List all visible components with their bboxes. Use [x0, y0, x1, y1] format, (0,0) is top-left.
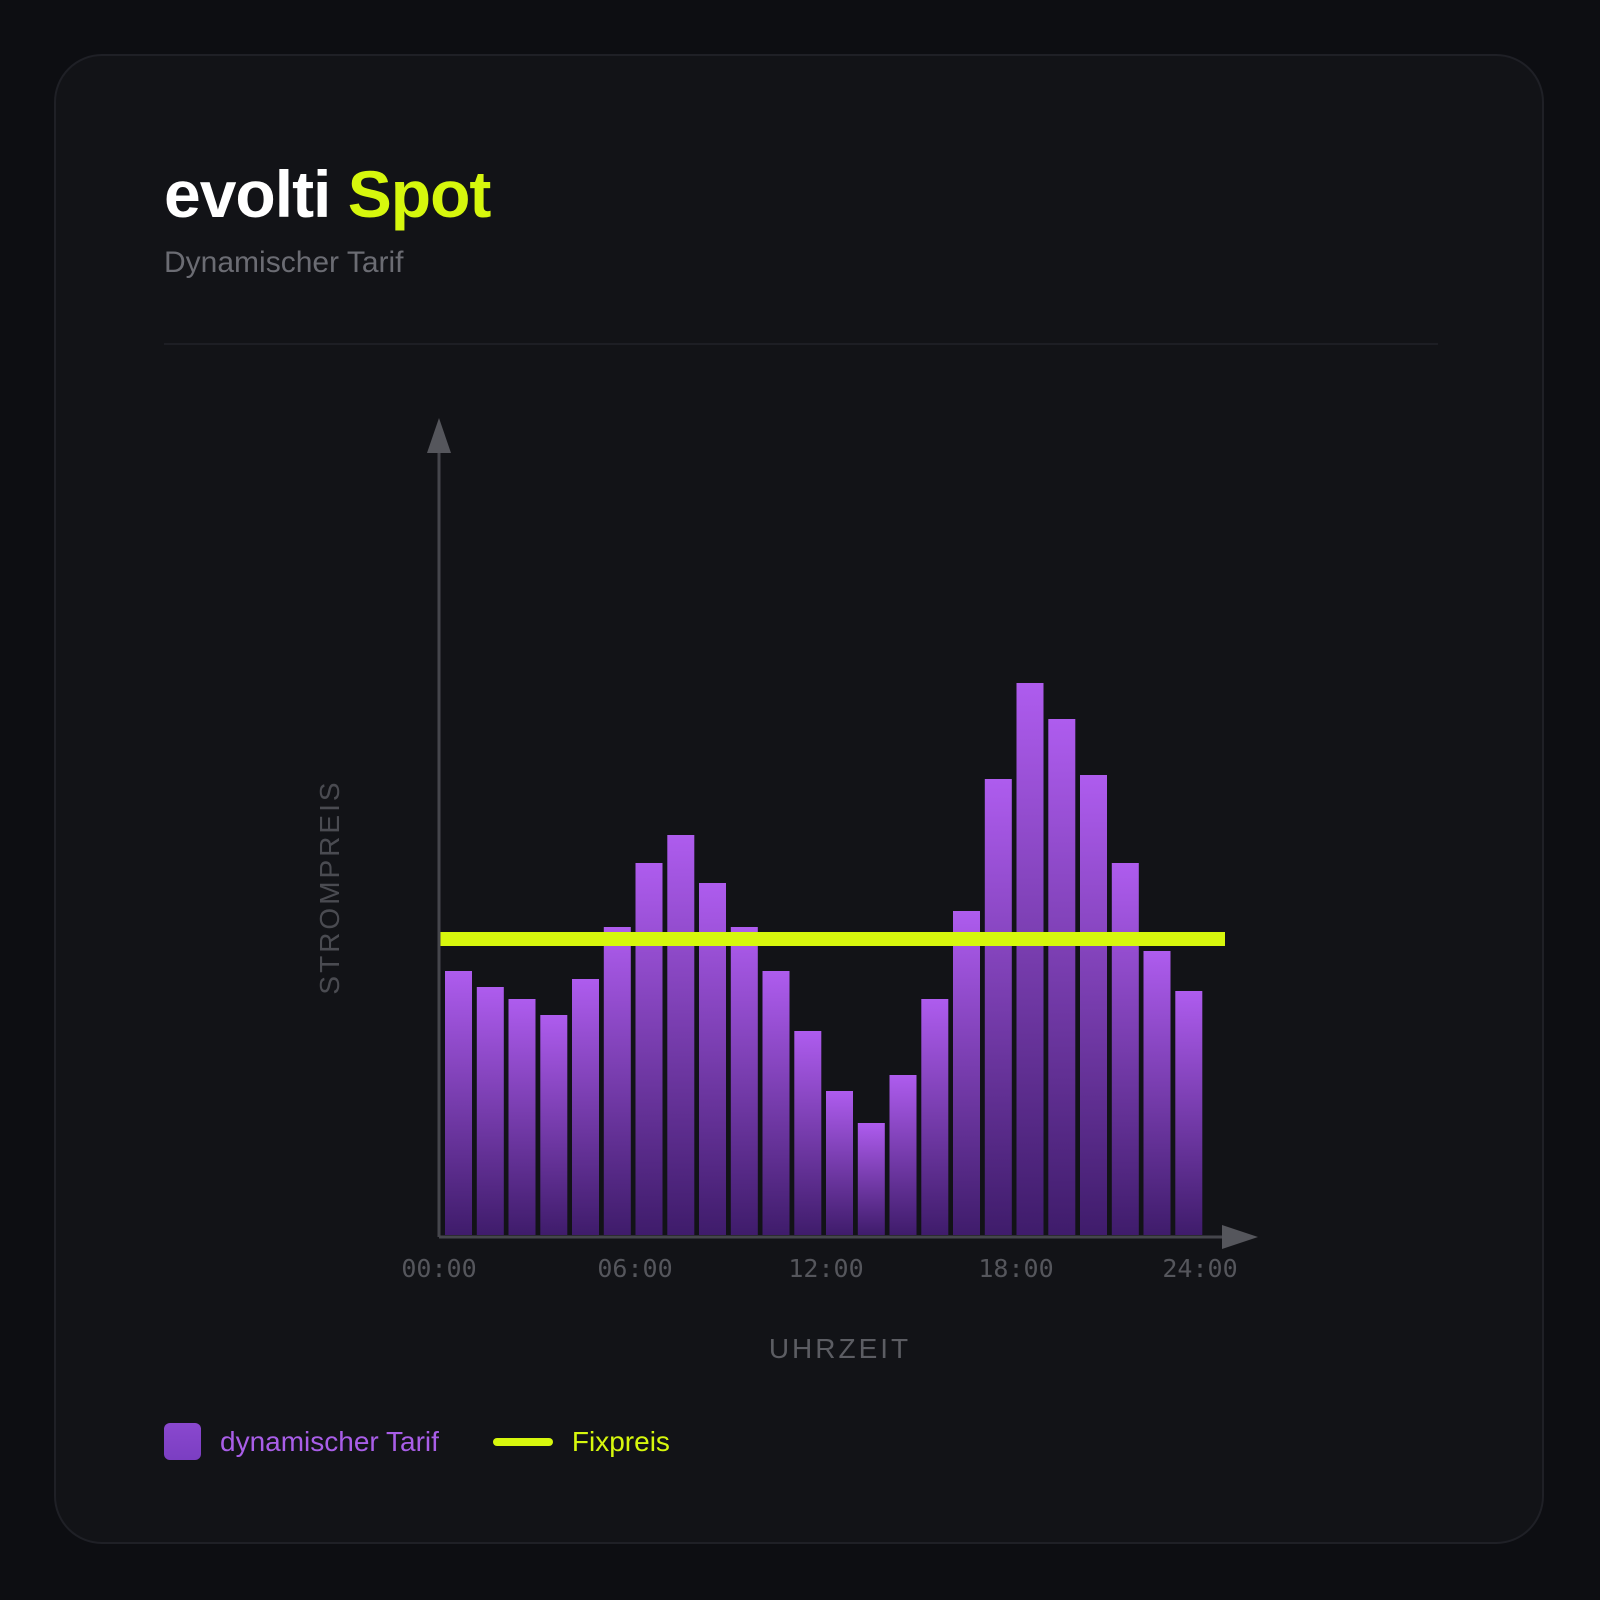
legend-swatch-dynamic	[164, 1423, 201, 1460]
bar-hour-5	[603, 927, 631, 1235]
brand-subtitle: Dynamischer Tarif	[164, 246, 404, 279]
chart-card: evolti Spot Dynamischer Tarif dynamische…	[54, 54, 1544, 1544]
bar-hour-10	[762, 971, 790, 1235]
bar-hour-6	[635, 863, 663, 1235]
bar-hour-1	[476, 987, 504, 1235]
bar-hour-15	[921, 999, 949, 1235]
legend-swatch-fixed	[492, 1437, 553, 1446]
bar-hour-3	[540, 1015, 568, 1235]
y-axis-arrow	[427, 418, 451, 453]
x-tick-label: 24:00	[1162, 1254, 1237, 1283]
bar-hour-16	[953, 911, 980, 1235]
x-tick-label: 18:00	[978, 1254, 1053, 1283]
x-axis-arrow	[1222, 1225, 1258, 1249]
chart-legend: dynamischer Tarif Fixpreis	[164, 1423, 724, 1460]
legend-label-dynamic: dynamischer Tarif	[220, 1425, 439, 1457]
legend-item-dynamic: dynamischer Tarif	[164, 1423, 439, 1460]
bar-hour-21	[1111, 863, 1139, 1235]
x-tick-label: 06:00	[597, 1254, 672, 1283]
bar-hour-23	[1175, 991, 1203, 1235]
bar-hour-7	[667, 835, 695, 1235]
bar-hour-9	[730, 927, 758, 1235]
x-tick-label: 00:00	[401, 1254, 476, 1283]
legend-label-fixed: Fixpreis	[571, 1425, 670, 1457]
x-tick-labels: 00:00 06:00 12:00 18:00 24:00	[401, 1254, 1237, 1283]
bar-hour-4	[572, 979, 599, 1235]
bar-hour-18	[1016, 683, 1044, 1235]
bar-hour-2	[508, 999, 536, 1235]
header-divider	[164, 343, 1438, 345]
bar-hour-11	[794, 1031, 822, 1235]
bar-hour-0	[445, 971, 472, 1235]
legend-item-fixed: Fixpreis	[492, 1425, 670, 1458]
brand-accent-word: Spot	[347, 157, 492, 231]
x-tick-label: 12:00	[788, 1254, 863, 1283]
bar-hour-13	[857, 1123, 885, 1235]
bar-series	[445, 683, 1203, 1235]
bar-hour-19	[1048, 719, 1076, 1235]
bar-hour-12	[826, 1091, 853, 1235]
brand-name: evolti	[164, 157, 331, 231]
bar-hour-17	[984, 779, 1012, 1235]
x-axis-label: UHRZEIT	[769, 1333, 911, 1364]
fixed-price-line	[439, 932, 1225, 946]
bar-hour-14	[889, 1075, 917, 1235]
brand-title: evolti Spot	[164, 156, 492, 232]
y-axis-label: STROMPREIS	[314, 779, 345, 994]
bar-hour-20	[1080, 775, 1107, 1235]
bar-hour-22	[1143, 951, 1171, 1235]
